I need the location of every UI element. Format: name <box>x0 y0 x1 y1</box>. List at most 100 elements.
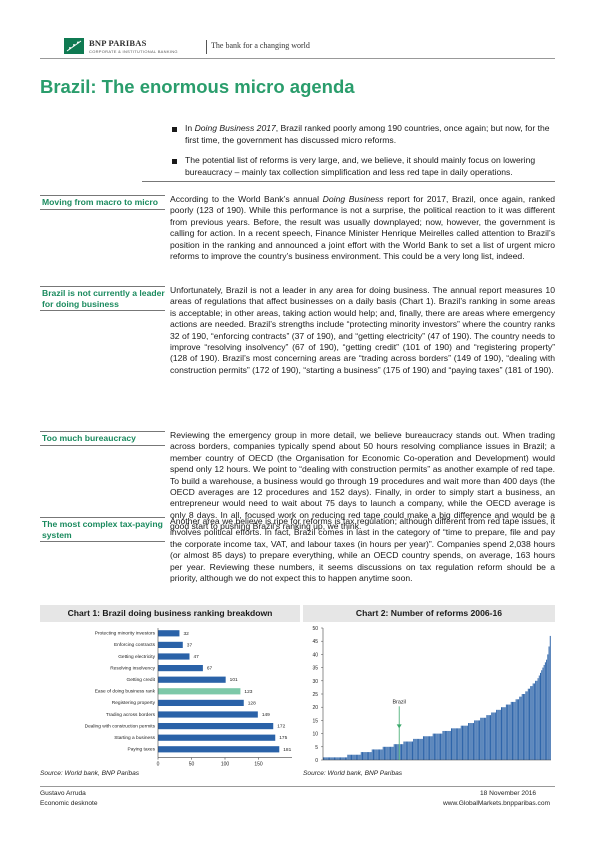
chart2-bar <box>446 730 448 760</box>
chart2-bar <box>474 720 476 760</box>
chart2-bar <box>481 717 483 760</box>
chart2-bar <box>335 757 337 760</box>
chart2-bar <box>479 720 481 760</box>
chart2-bar <box>538 675 540 760</box>
chart2-bar <box>355 754 357 760</box>
chart2-bar <box>459 728 461 760</box>
chart2-bar <box>396 744 398 760</box>
chart2-bar <box>391 746 393 760</box>
sidebar-heading-bureaucracy: Too much bureaucracy <box>40 431 165 446</box>
chart2-bar <box>357 754 359 760</box>
chart2-bar <box>502 707 504 760</box>
chart1-bar <box>158 688 241 695</box>
footer-author: Gustavo Arruda <box>40 790 86 797</box>
chart2-bar <box>505 704 507 760</box>
chart2-bar <box>468 723 470 760</box>
chart2-bar <box>466 725 468 760</box>
chart1-category-label: Resolving insolvency <box>110 665 155 671</box>
chart2-bar <box>514 701 516 760</box>
chart2-bar <box>403 741 405 760</box>
chart2-bar <box>452 728 454 760</box>
chart1-data-label: 123 <box>244 689 252 695</box>
chart2-bar <box>380 749 382 760</box>
chart2-bar <box>453 728 455 760</box>
chart2-bar <box>529 688 531 760</box>
chart2-bar <box>477 720 479 760</box>
chart2-bar <box>535 680 537 760</box>
chart2-bar <box>368 752 370 760</box>
chart2-bar <box>440 733 442 760</box>
chart2-bar <box>412 741 413 760</box>
footer-date: 18 November 2016 <box>480 790 537 797</box>
chart1-x-tick-label: 50 <box>189 762 195 767</box>
chart2-bar <box>326 757 328 760</box>
chart1-data-label: 149 <box>262 712 270 718</box>
chart2-bar <box>524 694 526 760</box>
chart2-bar <box>332 757 334 760</box>
chart2-bar <box>388 746 390 760</box>
chart2-bar <box>511 701 513 760</box>
chart2-bar <box>331 757 333 760</box>
chart2-bar <box>402 744 404 760</box>
chart1-data-label: 101 <box>230 677 238 683</box>
chart1-category-label: Trading across borders <box>106 712 156 718</box>
chart1-data-label: 172 <box>277 724 285 730</box>
chart1-category-label: Registering property <box>112 700 156 706</box>
chart2-bar <box>343 757 345 760</box>
chart2-bar <box>379 749 381 760</box>
chart2-bar <box>418 738 420 760</box>
chart2-bar <box>372 749 374 760</box>
chart2-bar <box>346 757 348 760</box>
chart2-bar <box>492 712 494 760</box>
chart2-y-tick-label: 50 <box>312 626 318 632</box>
chart2-bar <box>455 728 457 760</box>
chart2-bar <box>407 741 409 760</box>
chart2-bar <box>394 744 396 760</box>
chart2-bar <box>475 720 477 760</box>
chart2-bar <box>432 733 434 760</box>
chart2-bar <box>442 730 444 760</box>
chart2-bar <box>429 736 431 760</box>
chart2-bar <box>386 746 388 760</box>
chart2-bar <box>441 733 443 760</box>
chart2-bar <box>437 733 439 760</box>
chart2-bar <box>409 741 411 760</box>
chart1-category-label: Paying taxes <box>128 747 156 753</box>
chart2-bar <box>431 736 433 760</box>
footer-team: Economic desknote <box>40 800 98 807</box>
chart2-bar <box>341 757 343 760</box>
chart2-bar <box>508 704 510 760</box>
chart2-bar <box>527 688 529 760</box>
chart2-bar <box>362 752 363 760</box>
chart1-bar <box>158 676 226 683</box>
chart2-bar <box>540 672 542 760</box>
chart1-plot: Protecting minority investors 32 Enforcing… <box>40 622 300 767</box>
chart2-bar <box>410 741 412 760</box>
chart1-data-label: 47 <box>193 654 199 660</box>
chart2-bar <box>490 715 492 760</box>
chart2-bar <box>327 757 329 760</box>
chart1-bar <box>158 699 244 706</box>
sidebar-heading-not-leader: Brazil is not currently a leader for doi… <box>40 286 165 311</box>
chart2-bar <box>444 730 446 760</box>
chart2-bar <box>499 709 501 760</box>
chart2-bar <box>377 749 379 760</box>
chart2-bar <box>487 715 489 760</box>
footer-website-link[interactable]: www.GlobalMarkets.bnpparibas.com <box>443 800 551 807</box>
chart1-category-label: Ease of doing business rank <box>95 689 156 695</box>
chart1-bar <box>158 630 180 637</box>
chart1-bar <box>158 665 203 672</box>
chart2-bar <box>329 757 331 760</box>
chart2-bar <box>397 744 399 760</box>
chart2-bar <box>358 754 360 760</box>
chart2-bar <box>366 752 368 760</box>
chart1-data-label: 67 <box>207 666 213 672</box>
chart2-source: Source: World bank, BNP Paribas <box>303 770 403 777</box>
chart2-bar <box>348 754 350 760</box>
page-title: Brazil: The enormous micro agenda <box>40 76 355 97</box>
chart2-bar <box>483 717 485 760</box>
chart2-y-tick-label: 20 <box>312 705 318 711</box>
chart2-bar <box>451 728 452 760</box>
bnp-logo-stars-icon <box>64 38 84 54</box>
chart2-bar <box>330 757 332 760</box>
